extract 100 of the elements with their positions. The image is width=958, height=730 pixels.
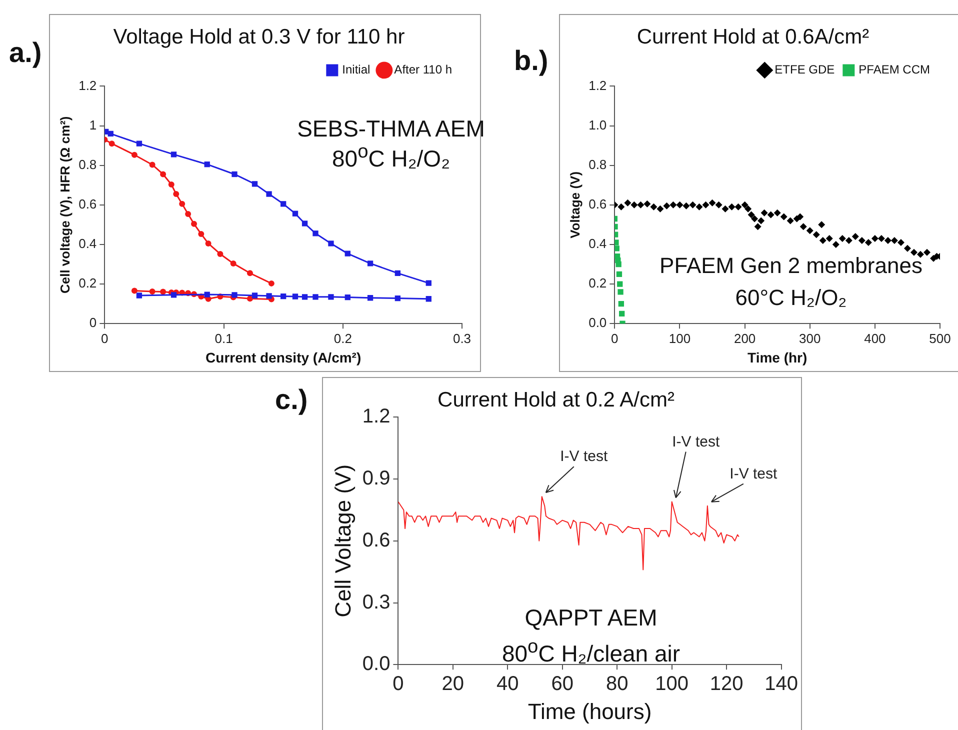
y-tick-label: 0.0: [588, 315, 607, 330]
annotation: SEBS-THMA AEM: [297, 116, 485, 142]
x-tick-label: 120: [710, 673, 744, 696]
y-axis-title: Cell Voltage (V): [330, 464, 356, 618]
annotation: PFAEM Gen 2 membranes: [660, 253, 922, 279]
x-tick-label: 140: [764, 673, 798, 696]
point: [838, 235, 846, 242]
point: [624, 199, 632, 206]
point: [890, 237, 898, 244]
point: [676, 201, 684, 208]
point: [131, 152, 138, 158]
point: [344, 294, 350, 300]
x-tick-label: 200: [734, 330, 756, 346]
point: [367, 260, 374, 266]
point: [204, 292, 210, 298]
point: [897, 238, 904, 246]
point: [618, 289, 624, 295]
point: [136, 292, 142, 298]
point: [246, 270, 253, 276]
point: [328, 294, 334, 300]
point: [179, 200, 186, 207]
point: [663, 202, 670, 210]
x-tick-label: 100: [668, 330, 691, 346]
point: [173, 191, 180, 198]
point: [108, 130, 114, 137]
point: [198, 230, 204, 237]
y-tick-label: 0.6: [362, 529, 390, 552]
point: [832, 240, 840, 248]
point: [328, 240, 334, 246]
point: [616, 261, 622, 268]
point: [741, 201, 748, 208]
point: [268, 280, 274, 286]
point: [205, 240, 212, 246]
y-axis-title: Voltage (V): [567, 171, 582, 238]
point: [302, 294, 308, 300]
point: [614, 246, 620, 252]
annotation: I-V test: [672, 433, 720, 450]
point: [818, 221, 826, 228]
chart-title: Current Hold at 0.2 A/cm²: [438, 388, 674, 412]
point: [760, 209, 768, 216]
point: [394, 270, 401, 276]
point: [878, 235, 885, 242]
point: [131, 288, 138, 294]
point: [744, 205, 752, 212]
point: [904, 244, 911, 252]
text: b.): [514, 45, 548, 77]
point: [845, 237, 852, 244]
y-tick-label: 0.2: [78, 276, 97, 291]
point: [266, 191, 272, 197]
x-tick-label: 0.3: [452, 330, 472, 346]
point: [728, 203, 736, 210]
point: [170, 292, 177, 298]
point: [170, 152, 177, 158]
x-tick-label: 0.2: [334, 330, 352, 346]
x-tick-label: 100: [655, 673, 689, 696]
point: [312, 294, 318, 300]
legend-label: PFAEM CCM: [858, 62, 930, 77]
y-tick-label: 0.0: [362, 653, 390, 676]
point: [160, 171, 166, 178]
point: [616, 271, 622, 277]
point: [252, 181, 258, 187]
y-tick-label: 0.9: [362, 468, 390, 490]
point: [852, 233, 859, 240]
annotation: QAPPT AEM: [524, 604, 658, 632]
point: [302, 220, 308, 226]
point: [160, 288, 166, 295]
point: [916, 250, 924, 258]
y-tick-label: 1.2: [362, 406, 390, 428]
point: [230, 260, 236, 266]
point: [619, 310, 625, 317]
point: [650, 203, 658, 210]
y-tick-label: 0.2: [588, 276, 607, 291]
point: [748, 211, 755, 218]
point: [280, 293, 286, 300]
point: [708, 199, 716, 206]
legend-label: Initial: [342, 62, 370, 77]
point: [246, 296, 253, 302]
point: [656, 205, 664, 212]
point: [344, 250, 350, 256]
point: [280, 201, 286, 207]
y-tick-label: 0.6: [588, 196, 607, 212]
point: [630, 201, 638, 208]
point: [806, 227, 814, 234]
point: [812, 231, 820, 238]
point: [923, 248, 930, 256]
annotation: 80$^{o}$C H₂/O₂: [332, 142, 450, 172]
x-tick-label: 0: [611, 330, 618, 346]
point: [682, 202, 690, 210]
point: [696, 203, 703, 210]
y-tick-label: 0.3: [362, 591, 390, 614]
point: [670, 201, 677, 208]
y-tick-label: 0.8: [588, 156, 607, 172]
text: c.): [275, 384, 308, 416]
x-tick-label: 80: [606, 673, 628, 696]
y-tick-label: 1.0: [588, 117, 607, 132]
point: [754, 223, 762, 230]
y-tick-label: 0.8: [78, 156, 97, 172]
point: [426, 280, 432, 286]
point: [702, 201, 710, 208]
y-axis-title: Cell voltage (V), HFR (Ω cm²): [57, 116, 72, 294]
